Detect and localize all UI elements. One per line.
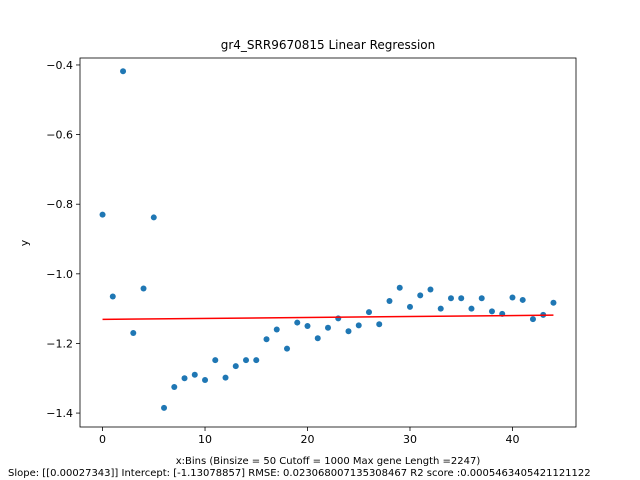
data-point — [325, 324, 331, 331]
data-point — [294, 319, 301, 326]
data-point — [355, 322, 362, 329]
x-axis-label: x:Bins (Binsize = 50 Cutoff = 1000 Max g… — [176, 456, 481, 467]
y-tick-label: −0.8 — [46, 198, 73, 211]
x-tick-label: 40 — [505, 433, 519, 446]
x-tick-label: 30 — [403, 433, 417, 446]
chart-title: gr4_SRR9670815 Linear Regression — [221, 38, 435, 52]
data-point — [109, 293, 116, 300]
y-tick-label: −1.0 — [46, 268, 73, 281]
axes-frame — [79, 57, 577, 428]
data-point — [427, 286, 434, 293]
data-point — [232, 363, 239, 370]
data-point — [345, 328, 352, 335]
regression-line — [102, 314, 554, 321]
data-point — [406, 303, 413, 310]
x-tick-label: 0 — [99, 433, 106, 446]
data-point — [181, 375, 188, 382]
data-point — [130, 330, 137, 337]
data-point — [386, 297, 393, 304]
data-point — [335, 315, 342, 322]
data-point — [191, 371, 198, 378]
data-point — [99, 211, 106, 218]
data-point — [222, 374, 229, 381]
data-point — [509, 294, 516, 301]
y-axis-label: y — [18, 239, 31, 246]
data-point — [140, 285, 147, 292]
y-tick-label: −0.4 — [46, 59, 73, 72]
data-point — [253, 357, 260, 364]
data-point — [304, 323, 311, 330]
regression-stats-footer: Slope: [[0.00027343]] Intercept: [-1.130… — [8, 468, 591, 479]
data-point — [458, 295, 465, 302]
x-tick-label: 20 — [301, 433, 315, 446]
data-point — [150, 214, 157, 221]
data-point — [417, 292, 424, 299]
data-point — [519, 296, 526, 303]
data-point — [273, 326, 280, 333]
data-point — [171, 383, 178, 390]
data-point — [212, 357, 219, 364]
data-point — [529, 316, 536, 323]
x-tick-label: 10 — [198, 433, 212, 446]
data-point — [263, 336, 270, 343]
data-point — [314, 335, 321, 342]
data-point — [447, 295, 454, 302]
data-point — [365, 309, 372, 316]
data-point — [161, 404, 168, 411]
data-point — [550, 299, 557, 306]
plot-area: 0 10 20 30 40 −1.4 −1.2 −1.0 −0.8 −0.6 −0.4 — [46, 59, 557, 446]
data-point — [202, 377, 209, 384]
data-point — [488, 308, 495, 315]
data-point — [396, 284, 403, 291]
y-tick-label: −0.6 — [46, 129, 73, 142]
y-tick-label: −1.4 — [46, 407, 73, 420]
data-point — [478, 295, 485, 302]
data-point — [284, 345, 291, 352]
y-tick-label: −1.2 — [46, 337, 73, 350]
data-point — [120, 68, 127, 75]
data-point — [437, 305, 444, 312]
data-point — [243, 357, 250, 364]
data-point — [468, 305, 475, 312]
data-point — [376, 321, 383, 328]
